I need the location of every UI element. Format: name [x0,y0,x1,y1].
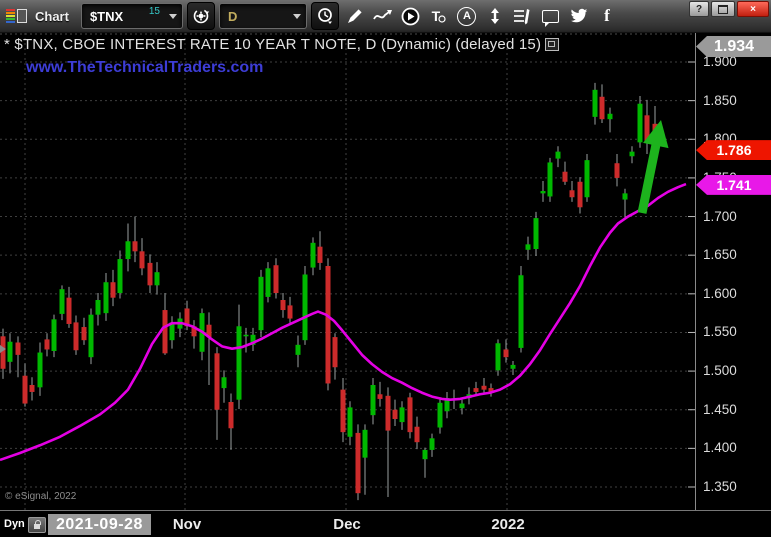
axis-tick-label: 1.650 [703,247,737,263]
close-button[interactable]: × [737,1,769,17]
text-note-button[interactable]: T [427,3,451,29]
trendline-icon [373,10,392,20]
interval-value: D [227,8,238,24]
small-clock-icon [438,15,446,23]
axis-tick-label: 1.850 [703,92,737,108]
window-caption-buttons: ? × [689,1,769,17]
chart-area: * $TNX, CBOE INTEREST RATE 10 YEAR T NOT… [0,33,771,510]
pane-restore-icon[interactable] [545,38,560,51]
restore-icon [718,4,728,14]
symbol-search-button[interactable] [186,2,215,30]
axis-tick-label: 1.600 [703,285,737,301]
colored-bars-icon [6,9,15,23]
up-down-arrows-icon [490,8,499,24]
symbol-input[interactable]: $TNX 15 [80,3,183,29]
time-axis-label: Dec [333,516,361,533]
symbol-value: $TNX [89,8,124,24]
interval-select[interactable]: D [218,3,307,29]
gear-refresh-icon [193,8,210,24]
axis-tick-label: 1.400 [703,440,737,456]
window-menu-icon[interactable] [6,9,27,23]
start-date-box: 2021-09-28 [48,514,151,535]
axis-tick-label: 1.500 [703,363,737,379]
pencil-icon [348,8,363,23]
trend-tool-button[interactable] [371,3,395,29]
watermark-link[interactable]: www.TheTechnicalTraders.com [26,59,264,76]
auto-icon: A [457,6,477,26]
clock-icon [318,8,332,24]
axis-tick-label: 1.350 [703,479,737,494]
edit-list-button[interactable] [511,3,535,29]
padlock-icon [34,520,41,529]
time-axis[interactable]: Dyn 2021-09-28 Nov Dec 2022 [0,510,771,537]
window-title: Chart [35,8,69,24]
price-tag: 1.741 [696,174,771,195]
chevron-down-icon[interactable] [292,14,301,19]
play-icon [402,7,420,25]
axis-tick-label: 1.450 [703,401,737,417]
chart-title-row: * $TNX, CBOE INTEREST RATE 10 YEAR T NOT… [4,36,692,53]
price-axis[interactable]: 1.9001.8501.8001.7501.7001.6501.6001.550… [695,33,771,510]
axis-tick-label: 1.700 [703,208,737,224]
lock-scale-button[interactable] [28,517,46,533]
facebook-share-button[interactable]: f [595,3,619,29]
twitter-bird-icon [570,8,588,23]
restore-window-button[interactable] [711,1,735,17]
draw-tool-button[interactable] [343,3,367,29]
chevron-down-icon[interactable] [168,14,177,19]
price-tag: 1.934 [696,36,771,57]
twitter-share-button[interactable] [567,3,591,29]
esignal-copyright: © eSignal, 2022 [5,491,77,502]
speech-bubble-icon [542,9,560,27]
list-pencil-icon [514,8,530,24]
chart-title: * $TNX, CBOE INTEREST RATE 10 YEAR T NOT… [4,36,542,53]
time-template-button[interactable] [310,2,339,30]
window-square-icon [17,9,27,23]
axis-tick-label: 1.900 [703,54,737,69]
chat-button[interactable] [539,3,563,29]
price-tag: 1.786 [696,140,771,161]
help-button[interactable]: ? [689,1,709,17]
axis-tick-label: 1.550 [703,324,737,340]
facebook-icon: f [604,6,610,25]
playback-button[interactable] [399,3,423,29]
left-edge-marker-icon [0,345,6,353]
toolbar: Chart $TNX 15 D [0,0,771,33]
dyn-mode-label: Dyn [4,518,25,530]
swap-scale-button[interactable] [483,3,507,29]
time-axis-label: Nov [172,516,202,533]
time-axis-label: 2022 [491,516,525,533]
candlestick-plot[interactable] [0,33,695,510]
auto-analysis-button[interactable]: A [455,3,479,29]
symbol-badge: 15 [148,6,160,17]
text-note-icon: T [431,8,441,24]
